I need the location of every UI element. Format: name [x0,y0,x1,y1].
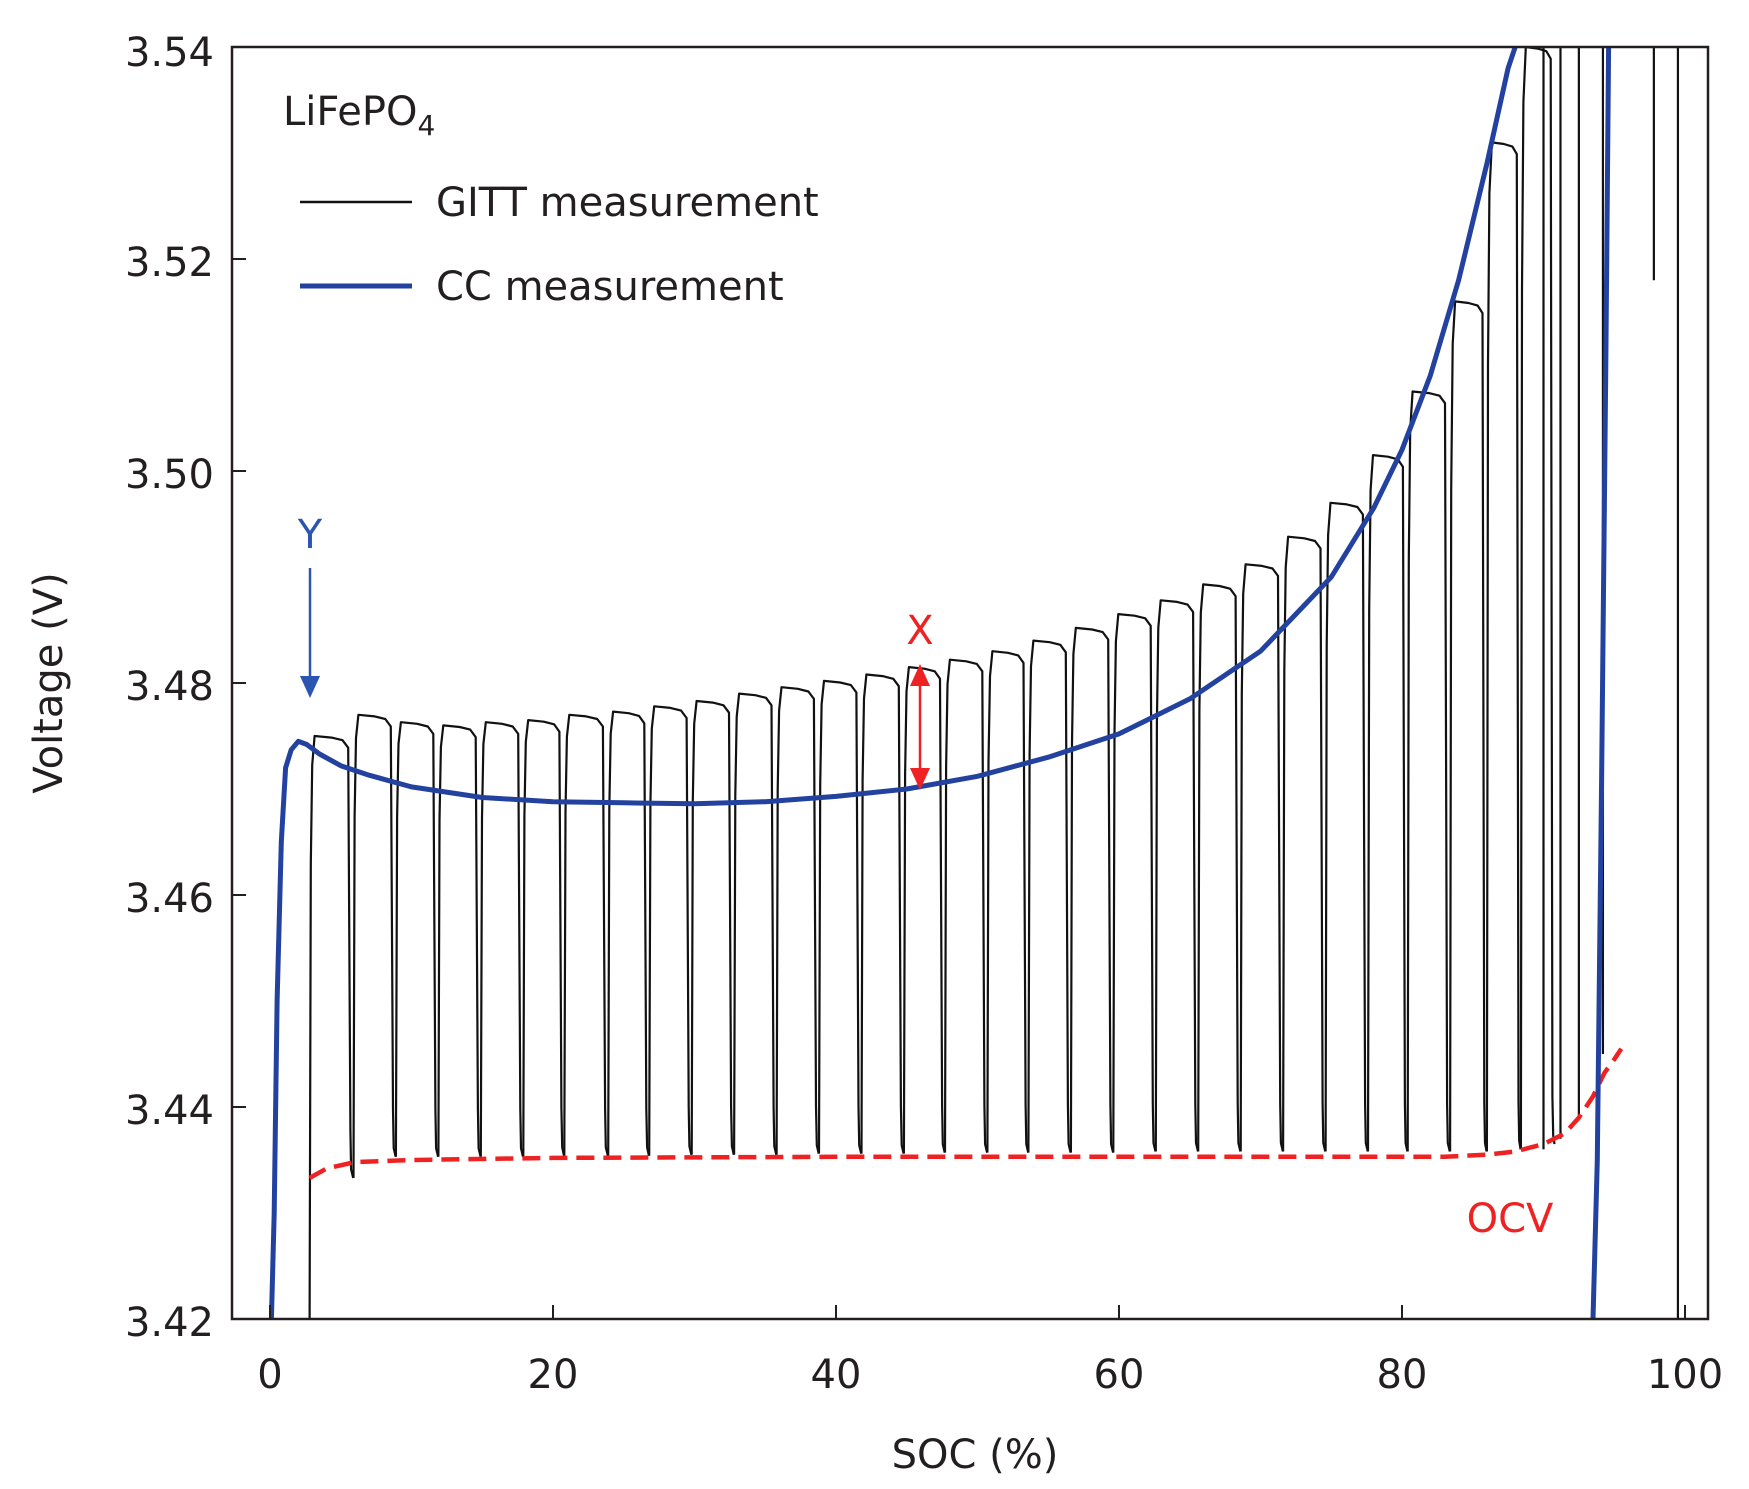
gitt-pulse [563,713,609,1157]
gitt-pulse [1366,454,1409,1152]
chart-title: LiFePO4 [283,89,435,142]
gitt-pulse [437,724,482,1158]
x-tick-label: 40 [811,1352,862,1398]
gitt-pulse [1449,300,1488,1152]
plot-lines [268,45,1680,1320]
chart-title-subscript: 4 [417,109,435,142]
gitt-pulse [1324,501,1369,1152]
axis-ticks [232,46,1686,1320]
gitt-pulse [1197,583,1242,1152]
y-tick-label: 3.50 [125,452,214,498]
gitt-pulse [986,650,1030,1153]
y-tick-label: 3.42 [125,1300,214,1346]
y-axis: 3.42 3.44 3.46 3.48 3.50 3.52 3.54 Volta… [26,30,214,1346]
gitt-pulse [1239,563,1284,1152]
y-tick-label: 3.44 [125,1088,214,1134]
x-tick-label: 20 [528,1352,579,1398]
chart-title-text: LiFePO4 [283,89,435,142]
x-tick-label: 100 [1647,1352,1723,1398]
y-tick-label: 3.46 [125,876,214,922]
gitt-pulse [1154,599,1200,1152]
gitt-pulse [1519,45,1556,1150]
y-axis-title: Voltage (V) [26,572,72,793]
cc-line-tail [1590,46,1612,1320]
gitt-pulse [775,686,820,1155]
gitt-pulse [607,710,650,1157]
annotation-x-arrow-head-top [910,664,930,686]
gitt-pulse [352,713,397,1179]
gitt-pulse [1069,626,1115,1153]
gitt-pulse [522,719,566,1157]
gitt-pulse [860,673,905,1154]
x-tick-label: 0 [257,1352,282,1398]
annotation-x-arrow-head-bottom [910,768,930,790]
cc-line [268,46,1518,1320]
y-tick-label: 3.48 [125,664,214,710]
gitt-pulse [648,705,693,1156]
x-tick-label: 60 [1094,1352,1145,1398]
gitt-pulse [1282,535,1327,1152]
x-axis-title: SOC (%) [892,1432,1059,1478]
annotation-ocv-label: OCV [1467,1196,1554,1242]
gitt-pulse [733,692,778,1155]
annotation-y-arrow-head [300,676,320,698]
gitt-pulse [479,721,525,1158]
annotations: Y X OCV [297,512,1554,1242]
x-tick-label: 80 [1377,1352,1428,1398]
gitt-pulse [943,658,989,1153]
chart-title-main: LiFePO [283,89,417,135]
gitt-pulse [1485,141,1522,1152]
legend-label-gitt: GITT measurement [436,180,819,226]
annotation-x-label: X [906,608,933,654]
gitt-pulse [1406,390,1451,1152]
gitt-pulse [1112,613,1157,1153]
y-tick-label: 3.54 [125,30,214,76]
legend: GITT measurement CC measurement [300,180,819,310]
x-axis: 0 20 40 60 80 100 SOC (%) [257,1352,1723,1478]
gitt-pulse [902,666,946,1154]
ocv-line [308,1047,1624,1180]
y-tick-label: 3.52 [125,240,214,286]
gitt-pulse [817,679,863,1154]
gitt-pulse [308,734,355,1320]
legend-label-cc: CC measurement [436,264,784,310]
gitt-pulse [690,699,735,1155]
gitt-pulse [1027,639,1072,1153]
annotation-y-label: Y [297,512,323,558]
